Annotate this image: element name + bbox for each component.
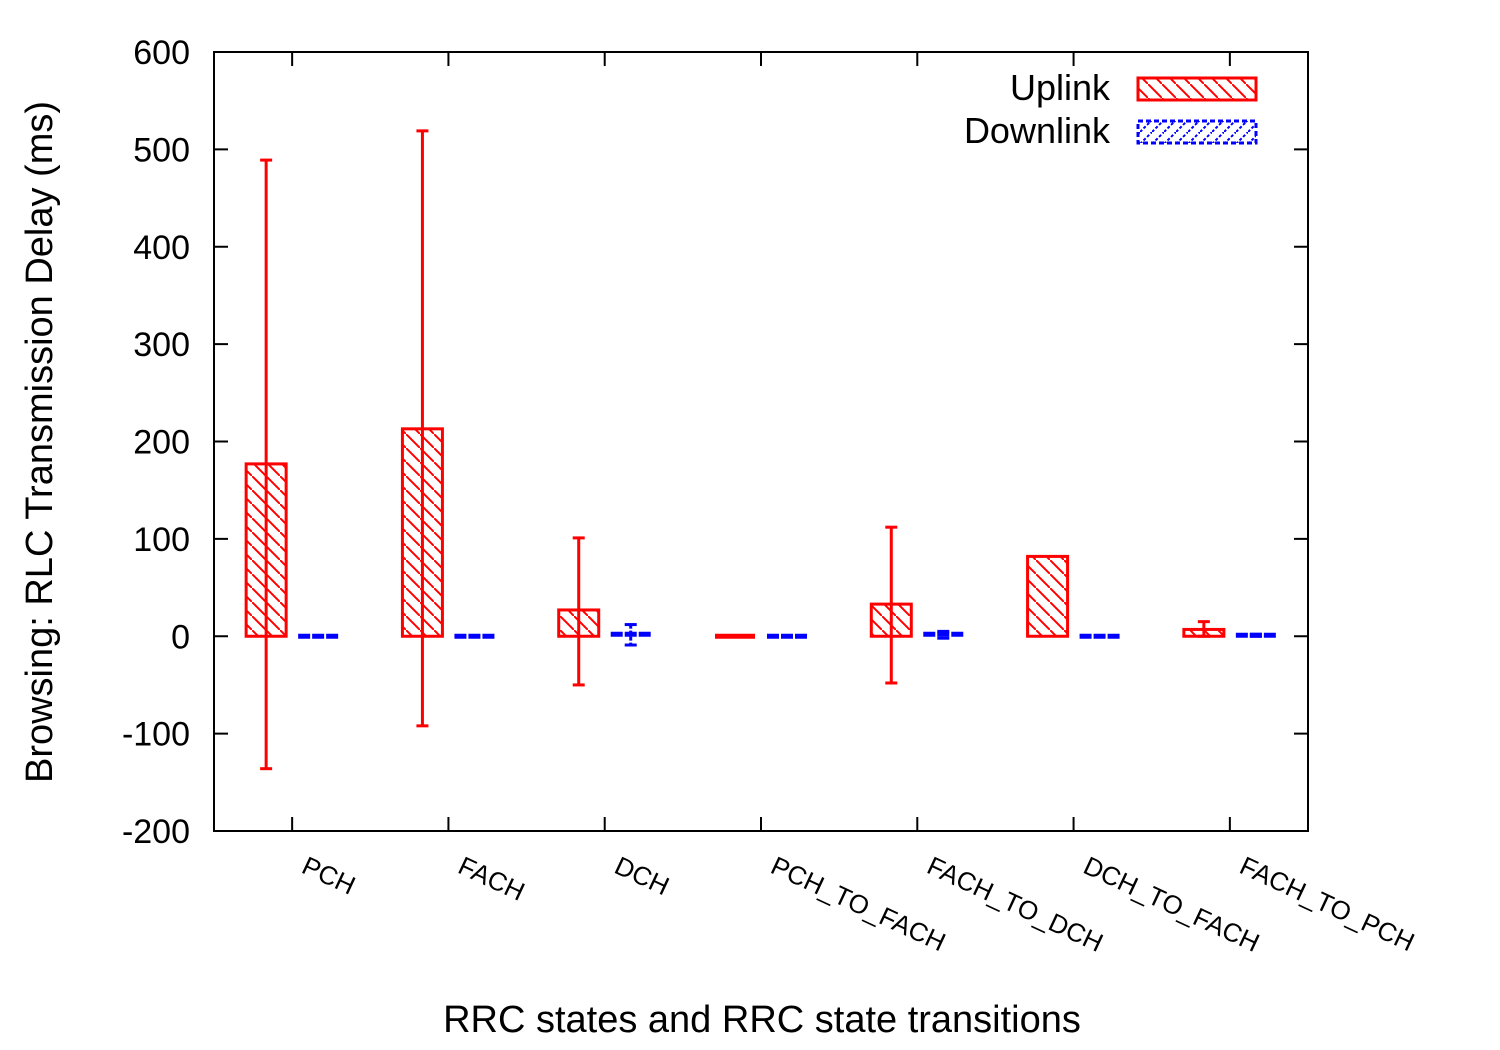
plot-frame: [213, 51, 1309, 832]
x-category-label: PCH: [298, 850, 360, 900]
x-category-label: FACH_TO_DCH: [923, 850, 1108, 958]
error-bar-uplink: [885, 525, 898, 685]
x-category-label: DCH: [610, 850, 674, 901]
x-category-label: FACH_TO_PCH: [1235, 850, 1419, 957]
error-bar-uplink: [572, 536, 585, 687]
plot-marks: [244, 129, 1276, 771]
y-tick-label: -100: [122, 716, 190, 754]
y-tick-label: 300: [133, 326, 190, 364]
legend-label-uplink: Uplink: [1010, 67, 1111, 108]
error-bar-uplink: [416, 129, 429, 728]
y-tick-label: 200: [133, 424, 190, 462]
legend-label-downlink: Downlink: [964, 110, 1111, 151]
y-axis-title: Browsing: RLC Transmission Delay (ms): [19, 101, 61, 783]
error-bar-uplink: [260, 158, 273, 771]
y-tick-label: 100: [133, 521, 190, 559]
x-category-label: DCH_TO_FACH: [1079, 850, 1264, 958]
y-tick-label: 500: [133, 131, 190, 169]
x-axis-ticks: PCH FACH DCH PCH_TO_FACHFACH_TO_DCHDCH_TO_F…: [291, 52, 1419, 958]
error-bar-downlink: [1249, 632, 1262, 638]
legend-swatch-uplink: [1136, 76, 1258, 102]
y-tick-label: 0: [171, 618, 190, 656]
y-tick-label: -200: [122, 813, 190, 851]
y-axis-ticks: -200 -100 0 100 200 300 400 500 600: [122, 34, 1308, 851]
x-axis-title: RRC states and RRC state transitions: [443, 999, 1081, 1041]
error-bar-uplink: [1197, 620, 1210, 638]
y-tick-label: 400: [133, 229, 190, 267]
error-bar-downlink: [937, 629, 950, 640]
y-tick-label: 600: [133, 34, 190, 72]
bar-uplink: [1026, 554, 1070, 638]
legend-swatch-downlink: [1136, 119, 1258, 145]
x-category-label: FACH: [454, 850, 530, 906]
x-category-label: PCH_TO_FACH: [766, 850, 950, 957]
error-bar-downlink: [624, 623, 637, 647]
